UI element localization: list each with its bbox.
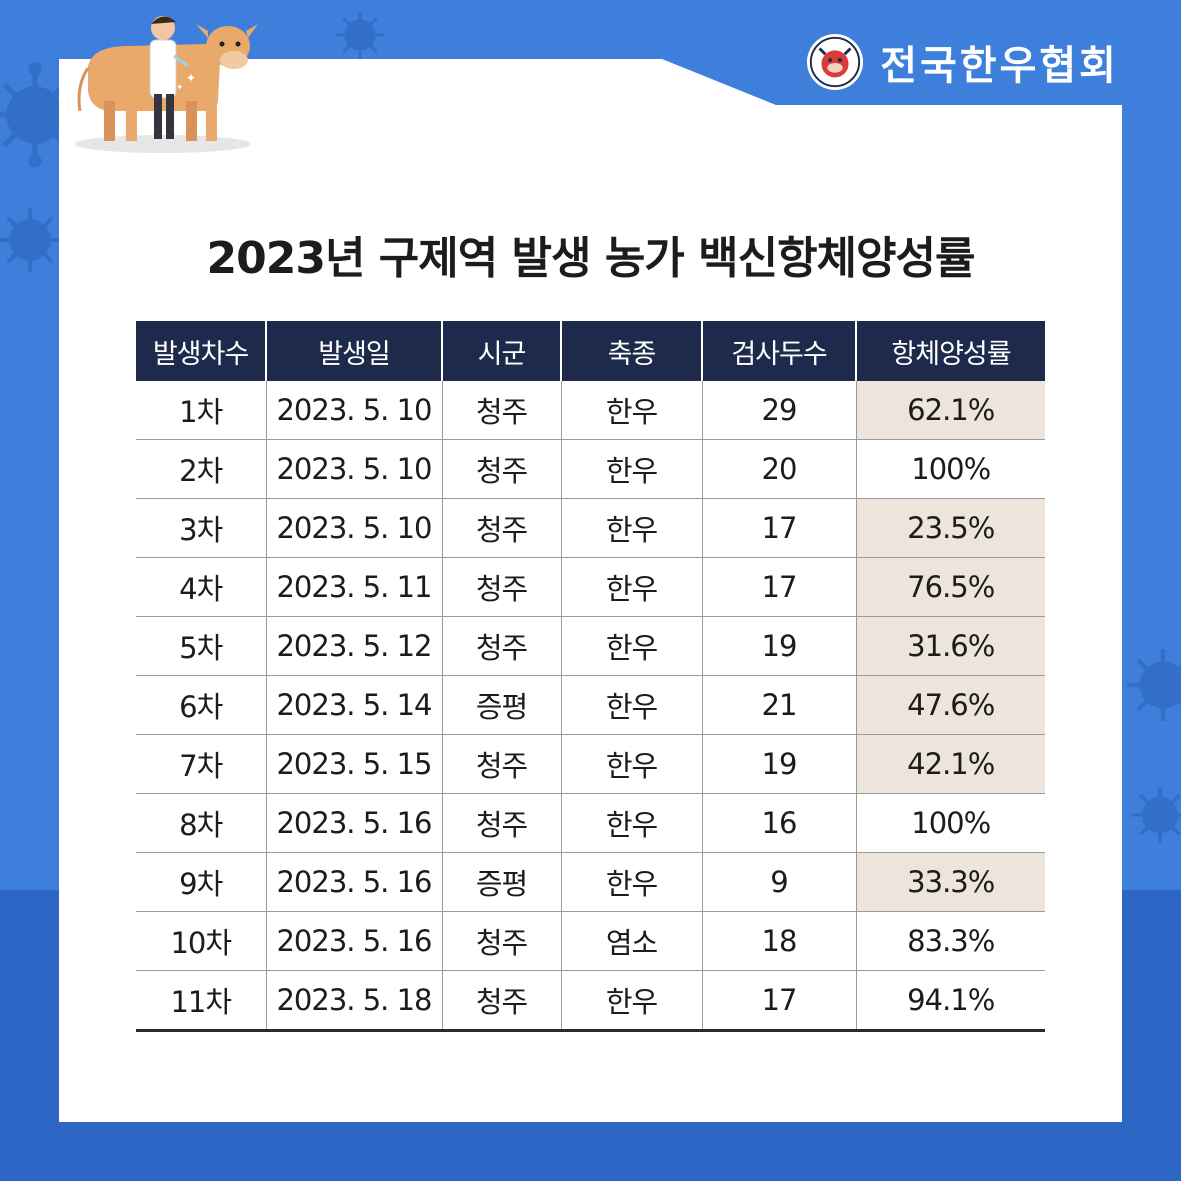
table-cell: 한우: [561, 381, 703, 440]
table-row: 7차 2023. 5. 15 청주 한우 19 42.1%: [136, 734, 1045, 794]
table-cell: 청주: [442, 498, 562, 558]
table-cell: 17: [702, 498, 857, 558]
brand-header: 전국한우협회: [806, 30, 1119, 94]
table-cell: 9: [702, 852, 857, 912]
column-header: 발생차수: [136, 321, 267, 381]
virus-icon: [336, 11, 384, 59]
table-cell: 2023. 5. 11: [266, 557, 443, 617]
table-cell: 2023. 5. 15: [266, 734, 443, 794]
hanwoo-association-seal-icon: [807, 33, 864, 91]
table-cell: 4차: [136, 557, 267, 617]
table-cell: 100%: [856, 439, 1045, 499]
table-cell: 62.1%: [856, 381, 1045, 440]
table-cell: 76.5%: [856, 557, 1045, 617]
table-cell: 2023. 5. 16: [266, 911, 443, 971]
table-cell: 2023. 5. 16: [266, 793, 443, 853]
virus-icon: [1132, 787, 1181, 843]
brand-name: 전국한우협회: [880, 43, 1119, 89]
page-title: 2023년 구제역 발생 농가 백신항체양성률: [206, 233, 976, 284]
table-cell: 11차: [136, 970, 267, 1032]
veterinarian-vaccinating-cow-icon: ✦ ✦: [75, 16, 258, 153]
column-header: 축종: [561, 321, 703, 381]
table-cell: 청주: [442, 616, 562, 676]
antibody-rate-table: 발생차수 발생일 시군 축종 검사두수 항체양성률 1차 2023. 5. 10 청…: [136, 321, 1045, 1032]
table-cell: 한우: [561, 675, 703, 735]
table-cell: 청주: [442, 911, 562, 971]
table-cell: 청주: [442, 381, 562, 440]
table-cell: 8차: [136, 793, 267, 853]
table-cell: 2023. 5. 10: [266, 381, 443, 440]
table-row: 3차 2023. 5. 10 청주 한우 17 23.5%: [136, 498, 1045, 558]
svg-text:✦: ✦: [186, 71, 196, 85]
table-cell: 2023. 5. 18: [266, 970, 443, 1032]
table-row: 2차 2023. 5. 10 청주 한우 20 100%: [136, 439, 1045, 499]
table-cell: 한우: [561, 498, 703, 558]
table-cell: 5차: [136, 616, 267, 676]
table-cell: 19: [702, 616, 857, 676]
table-cell: 한우: [561, 439, 703, 499]
table-cell: 한우: [561, 616, 703, 676]
table-cell: 증평: [442, 675, 562, 735]
table-cell: 7차: [136, 734, 267, 794]
column-header: 항체양성률: [856, 321, 1045, 381]
virus-icon: [0, 208, 62, 272]
table-cell: 1차: [136, 381, 267, 440]
table-row: 6차 2023. 5. 14 증평 한우 21 47.6%: [136, 675, 1045, 735]
table-cell: 19: [702, 734, 857, 794]
virus-icon: [1127, 649, 1181, 721]
table-cell: 6차: [136, 675, 267, 735]
table-row: 1차 2023. 5. 10 청주 한우 29 62.1%: [136, 381, 1045, 440]
table-row: 5차 2023. 5. 12 청주 한우 19 31.6%: [136, 616, 1045, 676]
table-cell: 9차: [136, 852, 267, 912]
table-cell: 2023. 5. 12: [266, 616, 443, 676]
table-cell: 한우: [561, 793, 703, 853]
table-cell: 21: [702, 675, 857, 735]
table-header-row: 발생차수 발생일 시군 축종 검사두수 항체양성률: [136, 321, 1045, 381]
table-cell: 2023. 5. 10: [266, 439, 443, 499]
table-cell: 2023. 5. 14: [266, 675, 443, 735]
table-cell: 17: [702, 557, 857, 617]
column-header: 시군: [442, 321, 562, 381]
table-body: 1차 2023. 5. 10 청주 한우 29 62.1% 2차 2023. 5. 10 청주 한…: [136, 381, 1045, 1032]
table-cell: 33.3%: [856, 852, 1045, 912]
table-cell: 청주: [442, 793, 562, 853]
column-header: 발생일: [266, 321, 443, 381]
table-cell: 100%: [856, 793, 1045, 853]
table-cell: 2차: [136, 439, 267, 499]
table-cell: 83.3%: [856, 911, 1045, 971]
table-cell: 청주: [442, 557, 562, 617]
table-cell: 23.5%: [856, 498, 1045, 558]
table-cell: 18: [702, 911, 857, 971]
table-cell: 42.1%: [856, 734, 1045, 794]
table-cell: 2023. 5. 10: [266, 498, 443, 558]
table-cell: 47.6%: [856, 675, 1045, 735]
table-cell: 2023. 5. 16: [266, 852, 443, 912]
table-cell: 청주: [442, 734, 562, 794]
table-cell: 17: [702, 970, 857, 1032]
table-cell: 청주: [442, 439, 562, 499]
table-cell: 한우: [561, 970, 703, 1032]
column-header: 검사두수: [702, 321, 857, 381]
table-cell: 한우: [561, 734, 703, 794]
table-cell: 증평: [442, 852, 562, 912]
table-row: 4차 2023. 5. 11 청주 한우 17 76.5%: [136, 557, 1045, 617]
table-cell: 20: [702, 439, 857, 499]
table-cell: 한우: [561, 557, 703, 617]
svg-text:✦: ✦: [176, 83, 184, 93]
table-row: 10차 2023. 5. 16 청주 염소 18 83.3%: [136, 911, 1045, 971]
table-cell: 한우: [561, 852, 703, 912]
table-row: 9차 2023. 5. 16 증평 한우 9 33.3%: [136, 852, 1045, 912]
table-cell: 염소: [561, 911, 703, 971]
table-cell: 10차: [136, 911, 267, 971]
table-cell: 16: [702, 793, 857, 853]
table-cell: 청주: [442, 970, 562, 1032]
table-cell: 31.6%: [856, 616, 1045, 676]
table-cell: 29: [702, 381, 857, 440]
table-cell: 3차: [136, 498, 267, 558]
table-cell: 94.1%: [856, 970, 1045, 1032]
table-row: 11차 2023. 5. 18 청주 한우 17 94.1%: [136, 970, 1045, 1032]
table-row: 8차 2023. 5. 16 청주 한우 16 100%: [136, 793, 1045, 853]
